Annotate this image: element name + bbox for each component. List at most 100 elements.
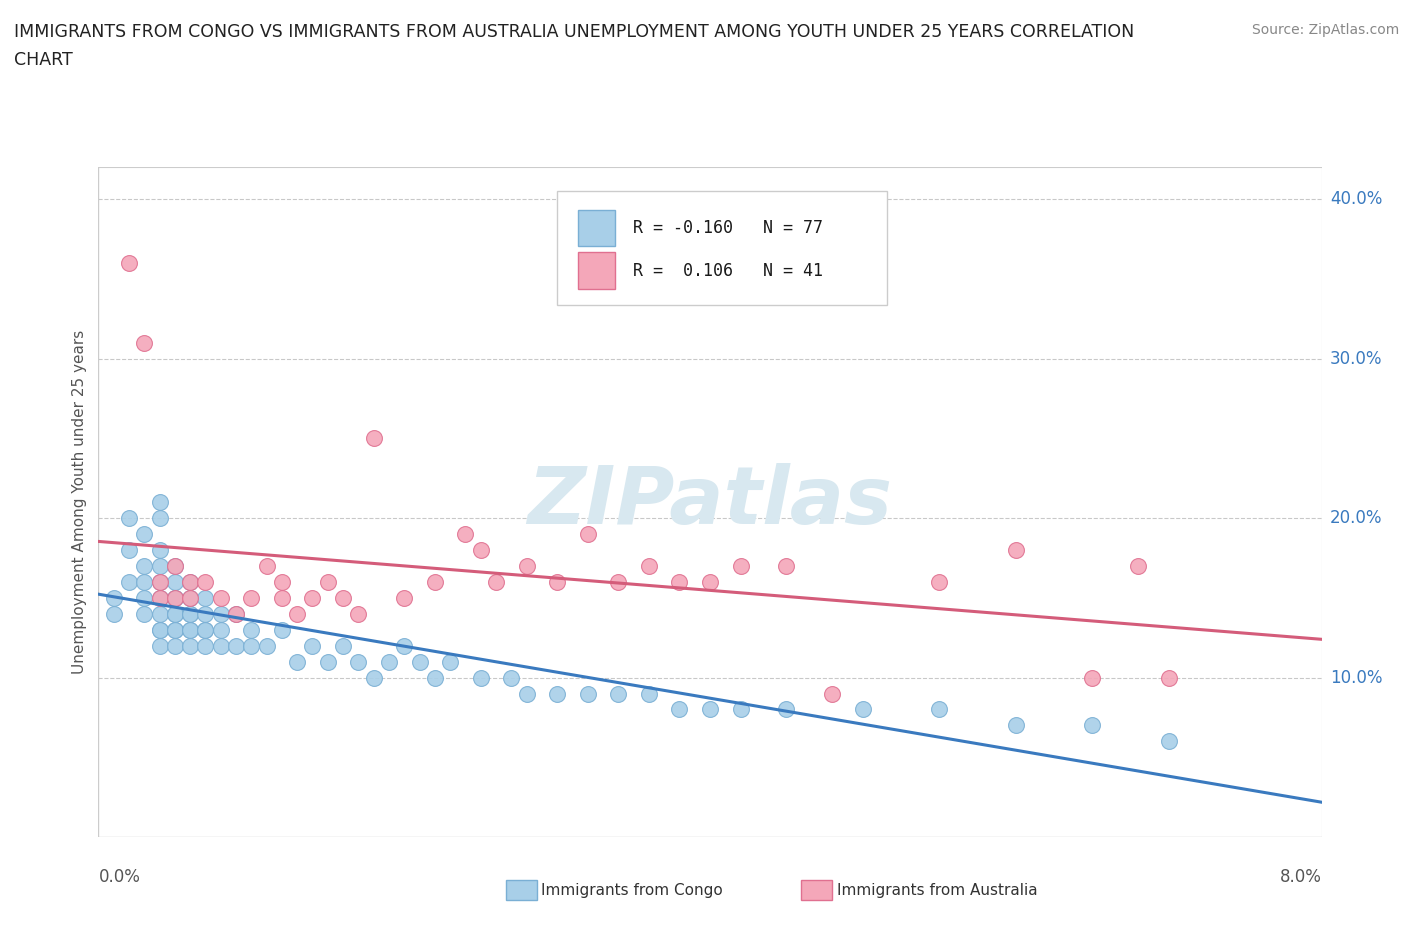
Point	[179, 591, 201, 605]
Point	[163, 591, 186, 605]
Text: R = -0.160   N = 77: R = -0.160 N = 77	[633, 219, 823, 237]
Point	[149, 622, 172, 637]
Point	[163, 606, 186, 621]
Point	[256, 638, 278, 653]
Point	[103, 606, 125, 621]
Point	[699, 575, 721, 590]
Point	[576, 526, 599, 541]
Point	[270, 591, 294, 605]
Point	[103, 591, 125, 605]
Point	[163, 559, 186, 574]
Point	[1081, 718, 1104, 733]
Point	[546, 686, 568, 701]
Point	[928, 702, 950, 717]
Point	[285, 606, 308, 621]
Point	[363, 671, 385, 685]
Point	[179, 575, 201, 590]
Y-axis label: Unemployment Among Youth under 25 years: Unemployment Among Youth under 25 years	[72, 330, 87, 674]
Point	[668, 702, 690, 717]
Point	[134, 575, 156, 590]
Point	[240, 591, 263, 605]
Point	[134, 336, 156, 351]
Text: R =  0.106   N = 41: R = 0.106 N = 41	[633, 262, 823, 280]
Point	[163, 606, 186, 621]
Point	[163, 575, 186, 590]
Point	[225, 638, 247, 653]
Point	[1004, 718, 1026, 733]
Point	[576, 686, 599, 701]
Text: CHART: CHART	[14, 51, 73, 69]
Point	[194, 575, 217, 590]
Point	[194, 591, 217, 605]
Point	[301, 591, 323, 605]
Point	[179, 638, 201, 653]
Point	[209, 638, 232, 653]
Text: 10.0%: 10.0%	[1330, 669, 1382, 686]
Point	[149, 591, 172, 605]
Point	[347, 606, 370, 621]
Point	[209, 606, 232, 621]
Point	[378, 654, 401, 669]
Point	[149, 622, 172, 637]
Point	[194, 638, 217, 653]
Point	[730, 702, 752, 717]
Point	[149, 575, 172, 590]
Point	[775, 702, 797, 717]
Point	[163, 622, 186, 637]
Point	[149, 542, 172, 557]
Point	[332, 591, 354, 605]
Point	[118, 575, 141, 590]
Point	[163, 638, 186, 653]
FancyBboxPatch shape	[578, 252, 614, 289]
Point	[607, 686, 630, 701]
Point	[163, 622, 186, 637]
Point	[179, 591, 201, 605]
Point	[637, 686, 661, 701]
Point	[332, 638, 354, 653]
Point	[454, 526, 477, 541]
Point	[668, 575, 690, 590]
Point	[194, 606, 217, 621]
Text: Immigrants from Australia: Immigrants from Australia	[837, 884, 1038, 898]
Point	[194, 622, 217, 637]
Point	[501, 671, 523, 685]
Point	[392, 638, 416, 653]
Point	[256, 559, 278, 574]
Point	[347, 654, 370, 669]
Text: 0.0%: 0.0%	[98, 868, 141, 885]
Point	[134, 591, 156, 605]
Point	[637, 559, 661, 574]
Point	[423, 575, 446, 590]
Text: IMMIGRANTS FROM CONGO VS IMMIGRANTS FROM AUSTRALIA UNEMPLOYMENT AMONG YOUTH UNDE: IMMIGRANTS FROM CONGO VS IMMIGRANTS FROM…	[14, 23, 1135, 41]
Point	[423, 671, 446, 685]
Point	[225, 606, 247, 621]
Text: 40.0%: 40.0%	[1330, 191, 1382, 208]
Point	[134, 606, 156, 621]
Point	[163, 559, 186, 574]
Point	[270, 575, 294, 590]
Point	[149, 606, 172, 621]
Point	[730, 559, 752, 574]
Point	[485, 575, 508, 590]
Point	[516, 686, 538, 701]
Point	[209, 591, 232, 605]
Point	[179, 606, 201, 621]
Point	[149, 559, 172, 574]
Point	[209, 622, 232, 637]
Point	[285, 654, 308, 669]
Point	[316, 654, 339, 669]
Text: ZIPatlas: ZIPatlas	[527, 463, 893, 541]
Point	[470, 542, 492, 557]
FancyBboxPatch shape	[578, 209, 614, 246]
Point	[240, 622, 263, 637]
Point	[392, 591, 416, 605]
Point	[408, 654, 430, 669]
Point	[118, 542, 141, 557]
Point	[149, 575, 172, 590]
Point	[163, 591, 186, 605]
Point	[852, 702, 875, 717]
Point	[194, 622, 217, 637]
Point	[134, 526, 156, 541]
FancyBboxPatch shape	[557, 191, 887, 305]
Point	[470, 671, 492, 685]
